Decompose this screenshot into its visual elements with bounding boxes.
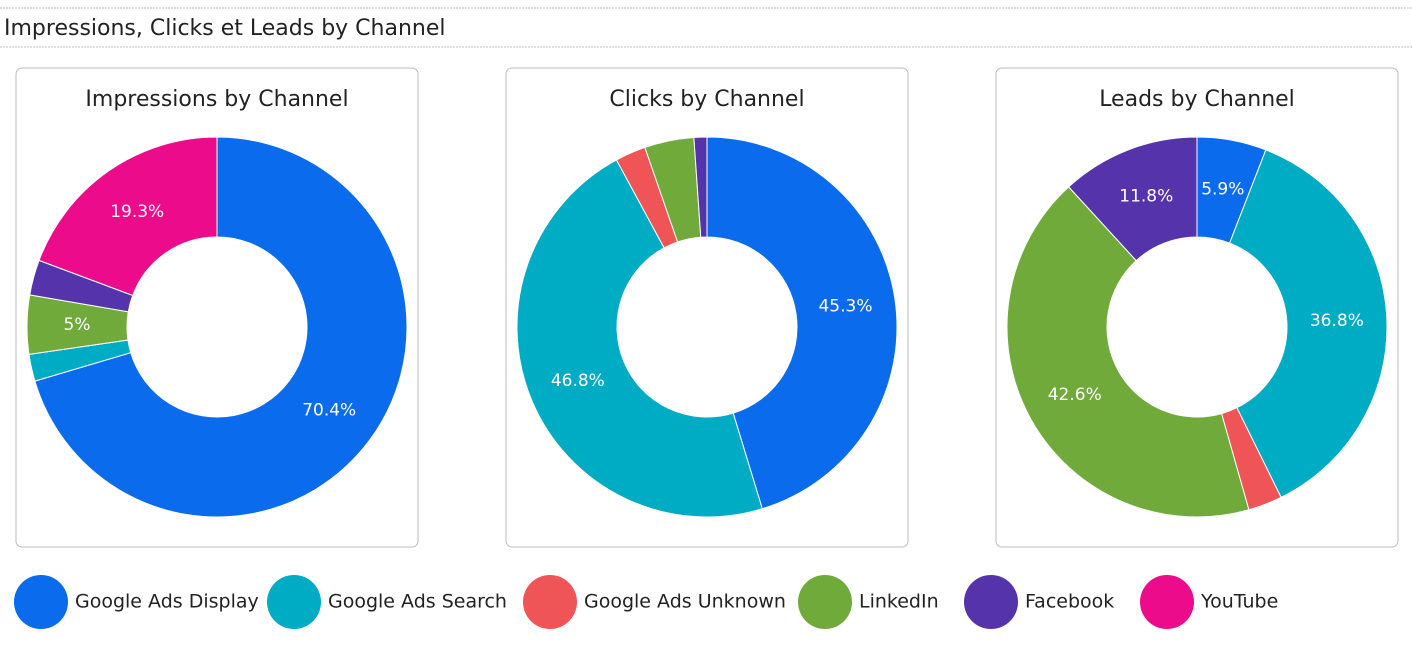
data-label: 36.8% xyxy=(1310,311,1364,331)
chart-title: Impressions by Channel xyxy=(85,87,348,112)
legend-swatch xyxy=(14,575,68,629)
legend-swatch xyxy=(798,575,852,629)
legend-label: Google Ads Display xyxy=(75,591,259,613)
donut-slice xyxy=(706,136,898,510)
data-label: 5% xyxy=(64,315,91,335)
donut-slice xyxy=(34,136,408,518)
legend-swatch xyxy=(523,575,577,629)
chart-title: Leads by Channel xyxy=(1099,87,1295,112)
donut-slice xyxy=(1006,186,1250,518)
donut-slice xyxy=(516,159,763,518)
legend-swatch xyxy=(1140,575,1194,629)
data-label: 70.4% xyxy=(302,401,356,421)
legend-label: YouTube xyxy=(1200,591,1278,613)
legend-swatch xyxy=(964,575,1018,629)
header-title: Impressions, Clicks et Leads by Channel xyxy=(4,16,446,41)
donut-slice xyxy=(38,136,218,297)
legend-label: Google Ads Search xyxy=(328,591,507,613)
donut-slice xyxy=(1228,149,1388,499)
legend-label: Facebook xyxy=(1025,591,1114,613)
legend-swatch xyxy=(267,575,321,629)
data-label: 11.8% xyxy=(1119,187,1173,207)
legend-label: Google Ads Unknown xyxy=(584,591,786,613)
data-label: 42.6% xyxy=(1048,385,1102,405)
data-label: 19.3% xyxy=(110,202,164,222)
data-label: 46.8% xyxy=(551,371,605,391)
legend-label: LinkedIn xyxy=(859,591,939,613)
chart-title: Clicks by Channel xyxy=(609,87,804,112)
data-label: 5.9% xyxy=(1201,179,1244,199)
data-label: 45.3% xyxy=(818,296,872,316)
